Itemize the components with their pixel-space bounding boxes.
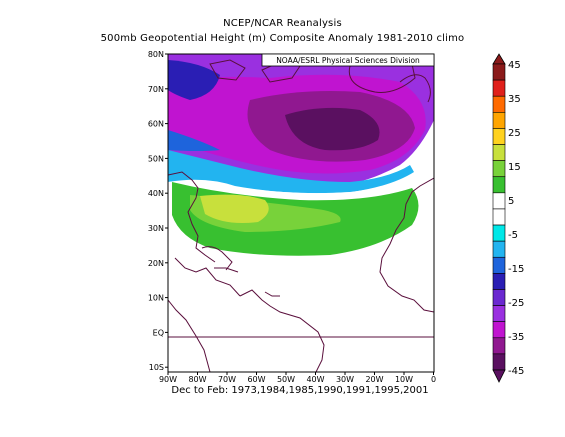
colorbar-label: 45 (508, 60, 521, 71)
colorbar-segment (492, 160, 506, 178)
colorbar-segment (492, 240, 506, 258)
credit-box (261, 53, 435, 67)
colorbar-label: 35 (508, 94, 521, 105)
season-years-caption: Dec to Feb: 1973,1984,1985,1990,1991,199… (171, 385, 429, 396)
colorbar-top-arrow (492, 53, 506, 65)
lon-label: 0 (431, 375, 436, 384)
negative-anomaly-band-blue (168, 130, 220, 151)
colorbar-label: -5 (508, 230, 518, 241)
colorbar-label: -45 (508, 366, 524, 377)
colorbar-segment (492, 144, 506, 161)
colorbar-segment (492, 208, 506, 226)
colorbar-segment (492, 321, 506, 339)
lon-label: 70W (218, 375, 236, 384)
northwest-blue-patch (168, 60, 220, 100)
colorbar (492, 53, 506, 383)
lat-label: 70N (148, 85, 164, 94)
lon-label: 50W (277, 375, 295, 384)
lon-label: 10W (395, 375, 413, 384)
colorbar-label: 25 (508, 128, 521, 139)
chart-title: NCEP/NCAR Reanalysis (223, 18, 342, 29)
colorbar-segment (492, 305, 506, 322)
lon-label: 80W (188, 375, 206, 384)
chart-subtitle: 500mb Geopotential Height (m) Composite … (100, 33, 465, 44)
longitude-labels: 90W 80W 70W 60W 50W 40W 30W 20W 10W 0 (159, 372, 436, 384)
lat-label: 40N (148, 189, 164, 198)
negative-anomaly-core (285, 107, 380, 151)
colorbar-segment (492, 337, 506, 355)
latitude-labels: 80N 70N 60N 50N 40N 30N 20N 10N EQ 10S (148, 50, 168, 372)
colorbar-segment (492, 112, 506, 129)
colorbar-segment (492, 273, 506, 290)
lon-label: 40W (306, 375, 324, 384)
colorbar-segment (492, 289, 506, 306)
positive-anomaly-core (200, 194, 269, 223)
colorbar-segment (492, 224, 506, 242)
colorbar-segment (492, 353, 506, 371)
lat-label: 80N (148, 50, 164, 59)
colorbar-segment (492, 176, 506, 194)
colorbar-label: -35 (508, 332, 524, 343)
negative-anomaly-band-cyan (168, 150, 414, 194)
colorbar-label: 15 (508, 162, 521, 173)
colorbar-label: 5 (508, 196, 514, 207)
colorbar-segment (492, 79, 506, 97)
lon-label: 30W (336, 375, 354, 384)
colorbar-bottom-arrow (492, 369, 506, 383)
colorbar-label: -25 (508, 298, 524, 309)
credit-text: NOAA/ESRL Physical Sciences Division (276, 56, 420, 65)
lon-label: 60W (247, 375, 265, 384)
lat-label: 60N (148, 120, 164, 129)
lon-label: 20W (365, 375, 383, 384)
colorbar-label: -15 (508, 264, 524, 275)
colorbar-segment (492, 128, 506, 145)
lat-label: EQ (153, 328, 164, 337)
negative-anomaly-band-white (168, 172, 420, 201)
lat-label: 10N (148, 294, 164, 303)
lat-label: 50N (148, 154, 164, 163)
colorbar-labels: 45 35 25 15 5 -5 -15 -25 -35 -45 (508, 60, 524, 377)
colorbar-segment (492, 192, 506, 210)
anomaly-field (168, 54, 434, 372)
colorbar-segment (492, 63, 506, 81)
colorbar-segment (492, 256, 506, 274)
lon-label: 90W (159, 375, 177, 384)
lat-label: 30N (148, 224, 164, 233)
lat-label: 10S (149, 363, 164, 372)
lat-label: 20N (148, 259, 164, 268)
colorbar-segment (492, 95, 506, 113)
